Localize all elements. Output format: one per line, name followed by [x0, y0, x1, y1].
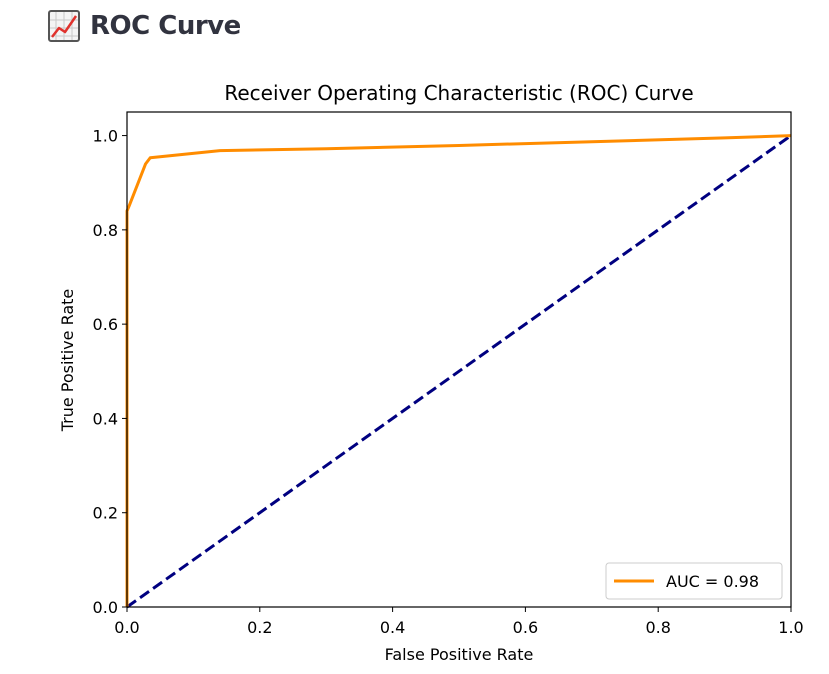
roc-curve-line — [125, 134, 792, 607]
x-tick-label: 0.4 — [380, 618, 405, 637]
x-axis-label: False Positive Rate — [385, 645, 534, 664]
page-title: ROC Curve — [90, 11, 241, 41]
y-tick-label: 0.4 — [93, 409, 118, 428]
y-axis: 0.0 0.2 0.4 0.6 0.8 1.0 — [93, 127, 127, 617]
y-tick-label: 0.2 — [93, 504, 118, 523]
y-tick-label: 1.0 — [93, 127, 118, 146]
legend-label: AUC = 0.98 — [666, 572, 759, 591]
y-axis-label: True Positive Rate — [58, 289, 77, 433]
x-tick-label: 0.2 — [247, 618, 272, 637]
x-tick-label: 1.0 — [778, 618, 803, 637]
chart-increasing-icon — [48, 10, 80, 42]
x-tick-label: 0.8 — [645, 618, 670, 637]
legend: AUC = 0.98 — [605, 562, 783, 600]
plot-frame — [126, 111, 792, 608]
y-tick-label: 0.8 — [93, 221, 118, 240]
chance-diagonal-line — [126, 134, 792, 609]
y-tick-label: 0.6 — [93, 315, 118, 334]
x-axis: 0.0 0.2 0.4 0.6 0.8 1.0 — [114, 607, 804, 637]
y-tick-label: 0.0 — [93, 598, 118, 617]
page-header: ROC Curve — [48, 8, 241, 44]
roc-chart: Receiver Operating Characteristic (ROC) … — [58, 81, 804, 664]
x-tick-label: 0.6 — [513, 618, 538, 637]
series-layer — [125, 134, 792, 609]
chart-title: Receiver Operating Characteristic (ROC) … — [224, 81, 693, 105]
legend-box — [605, 562, 783, 600]
x-tick-label: 0.0 — [114, 618, 139, 637]
